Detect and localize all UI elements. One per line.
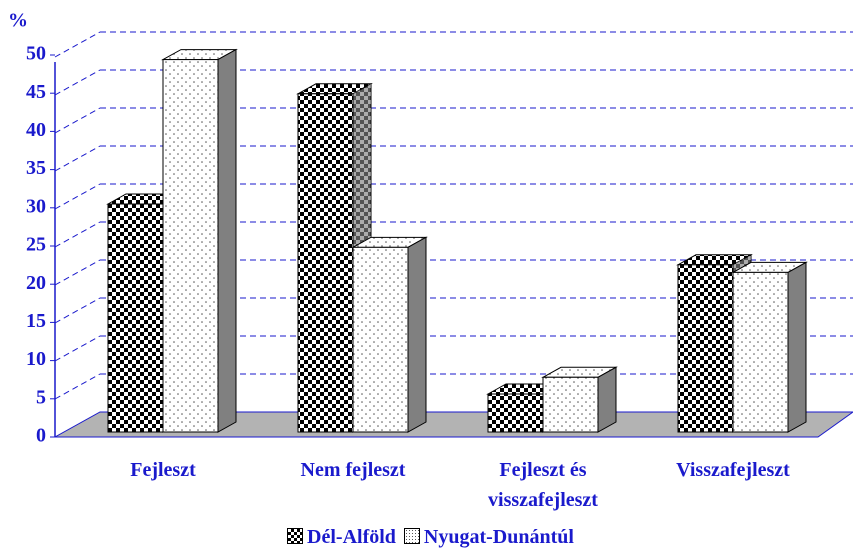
y-tick-label: 45 bbox=[26, 81, 46, 103]
x-tick-label: Visszafejleszt bbox=[676, 459, 790, 481]
x-tick-label: Nem fejleszt bbox=[300, 459, 406, 481]
grid-line-side bbox=[54, 297, 101, 324]
grid-line-side bbox=[54, 69, 101, 96]
grid-line-side bbox=[54, 221, 101, 248]
legend-swatch bbox=[403, 528, 420, 544]
y-axis-label: % bbox=[8, 10, 28, 32]
floor bbox=[53, 411, 853, 438]
bar bbox=[351, 236, 428, 433]
grid-line-side bbox=[54, 373, 101, 400]
grid-line-side bbox=[54, 145, 101, 172]
y-tick-label: 40 bbox=[26, 119, 46, 141]
y-tick-label: 25 bbox=[26, 234, 46, 256]
y-tick-label: 15 bbox=[26, 310, 46, 332]
y-tick-label: 50 bbox=[26, 43, 46, 65]
grid-line-side bbox=[54, 183, 101, 210]
bar bbox=[161, 48, 238, 433]
grid-line-side bbox=[54, 335, 101, 362]
legend-label: Nyugat-Dunántúl bbox=[423, 526, 574, 548]
grid-line-side bbox=[54, 259, 101, 286]
y-tick-label: 0 bbox=[36, 425, 46, 447]
x-tick-label: Fejleszt bbox=[130, 459, 196, 481]
grid-line-side bbox=[54, 31, 101, 58]
y-tick-label: 10 bbox=[26, 348, 46, 370]
grid-line-side bbox=[54, 107, 101, 134]
y-tick-label: 35 bbox=[26, 157, 46, 179]
y-tick-label: 5 bbox=[36, 386, 46, 408]
legend-label: Dél-Alföld bbox=[307, 526, 396, 548]
x-tick-label: Fejleszt és visszafejleszt bbox=[488, 459, 598, 511]
legend: Dél-Alföld Nyugat-Dunántúl bbox=[0, 526, 853, 549]
y-tick-label: 30 bbox=[26, 195, 46, 217]
legend-swatch bbox=[287, 528, 304, 544]
y-tick-label: 20 bbox=[26, 272, 46, 294]
bar bbox=[541, 366, 618, 433]
bar bbox=[731, 261, 808, 433]
